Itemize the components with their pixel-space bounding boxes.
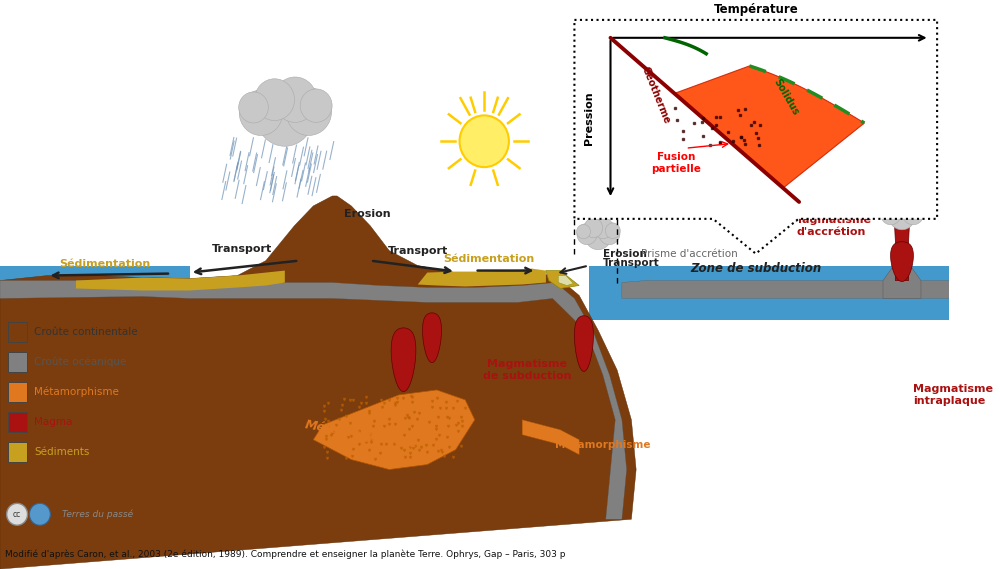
Polygon shape: [674, 66, 864, 188]
Text: Solidus: Solidus: [771, 77, 800, 117]
Polygon shape: [893, 72, 911, 281]
Polygon shape: [0, 281, 627, 519]
Text: cc: cc: [13, 510, 21, 519]
Text: Magmatisme
intraplaque: Magmatisme intraplaque: [913, 384, 993, 406]
Circle shape: [273, 77, 317, 122]
Text: Erosion: Erosion: [603, 249, 647, 259]
Text: Pression: Pression: [584, 92, 594, 145]
Circle shape: [256, 86, 313, 146]
Circle shape: [909, 203, 924, 218]
Polygon shape: [622, 281, 949, 298]
Text: Métamorphisme: Métamorphisme: [303, 418, 418, 451]
Polygon shape: [423, 313, 441, 362]
Text: Transport: Transport: [212, 244, 272, 254]
Text: Croûte océanique: Croûte océanique: [34, 357, 127, 368]
Polygon shape: [546, 271, 579, 288]
Text: Température: Température: [713, 3, 798, 16]
Circle shape: [239, 90, 283, 135]
Text: Prisme d'accrétion: Prisme d'accrétion: [641, 249, 738, 259]
Text: Sédiments: Sédiments: [34, 447, 90, 456]
Circle shape: [29, 504, 50, 525]
Text: Sédimentation: Sédimentation: [59, 258, 150, 269]
Text: Erosion: Erosion: [344, 209, 390, 219]
Bar: [8, 352, 27, 372]
Text: Magma: Magma: [34, 417, 73, 427]
Text: Sédimentation: Sédimentation: [443, 254, 535, 263]
Text: Magmatisme
d'accrétion: Magmatisme d'accrétion: [791, 215, 871, 237]
Polygon shape: [574, 20, 937, 254]
Circle shape: [584, 218, 603, 238]
Circle shape: [577, 224, 597, 245]
Circle shape: [880, 204, 894, 219]
Text: Métamorphisme: Métamorphisme: [34, 387, 119, 397]
Polygon shape: [589, 266, 949, 320]
Bar: [8, 412, 27, 432]
Text: Géotherme: Géotherme: [640, 65, 672, 125]
Bar: [8, 382, 27, 402]
Polygon shape: [883, 261, 921, 298]
Polygon shape: [0, 196, 636, 569]
Polygon shape: [313, 390, 475, 469]
Polygon shape: [418, 269, 546, 287]
Polygon shape: [0, 266, 190, 320]
Circle shape: [239, 92, 268, 123]
Circle shape: [599, 222, 620, 245]
Circle shape: [7, 504, 28, 525]
Polygon shape: [522, 420, 579, 455]
Text: Terres du passé: Terres du passé: [62, 509, 133, 519]
Circle shape: [888, 199, 906, 218]
Circle shape: [255, 79, 295, 121]
Circle shape: [903, 203, 924, 225]
Text: Zone de subduction: Zone de subduction: [690, 262, 821, 275]
Circle shape: [881, 204, 901, 225]
Text: Transport: Transport: [603, 258, 660, 267]
Circle shape: [605, 223, 620, 238]
Bar: [8, 442, 27, 461]
Polygon shape: [558, 275, 573, 286]
Text: Modifié d'après Caron, et al., 2003 (2e édition, 1989). Comprendre et enseigner : Modifié d'après Caron, et al., 2003 (2e …: [5, 550, 565, 559]
Text: Fusion
partielle: Fusion partielle: [651, 152, 701, 174]
Polygon shape: [391, 328, 416, 391]
Polygon shape: [76, 271, 285, 290]
Text: Croûte continentale: Croûte continentale: [34, 327, 138, 337]
Text: Transport: Transport: [388, 246, 448, 255]
Circle shape: [286, 88, 332, 135]
Polygon shape: [891, 242, 913, 282]
Circle shape: [460, 116, 509, 167]
Bar: [8, 322, 27, 342]
Polygon shape: [574, 316, 593, 372]
Circle shape: [300, 89, 332, 122]
Text: Magmatisme
de subduction: Magmatisme de subduction: [483, 359, 571, 381]
Circle shape: [585, 222, 611, 250]
Circle shape: [593, 217, 613, 238]
Text: Métamorphisme: Métamorphisme: [555, 439, 651, 450]
Circle shape: [577, 224, 590, 239]
Circle shape: [897, 197, 917, 218]
Circle shape: [889, 202, 915, 230]
